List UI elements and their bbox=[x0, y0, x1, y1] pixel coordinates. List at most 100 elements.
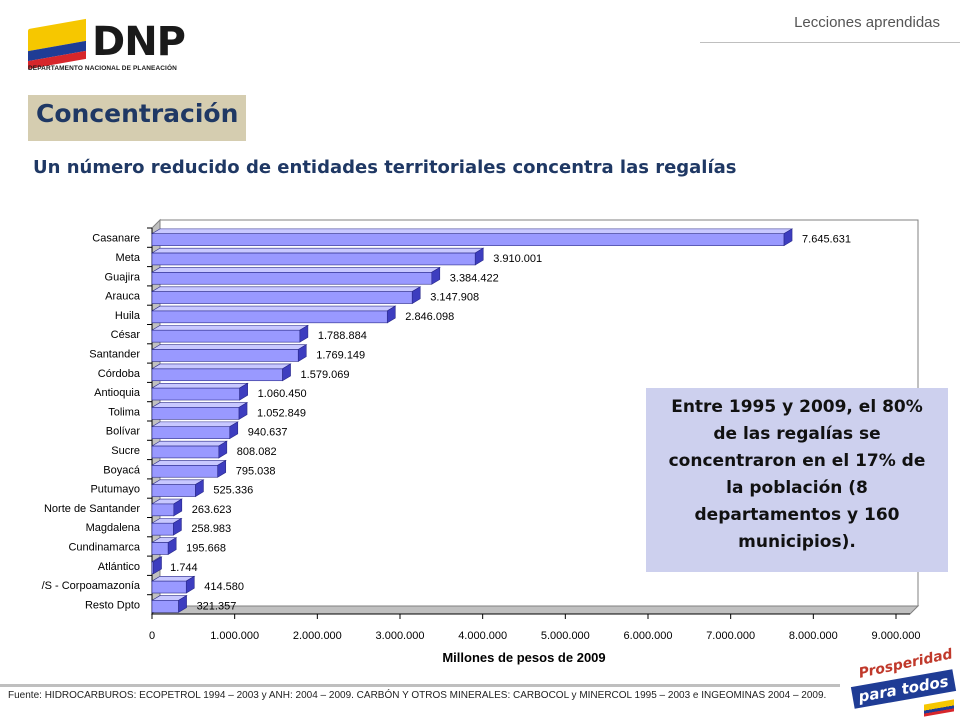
category-label: Boyacá bbox=[103, 464, 141, 476]
value-label: 7.645.631 bbox=[802, 234, 851, 246]
bar-face bbox=[151, 600, 179, 613]
category-label: César bbox=[111, 329, 141, 341]
x-tick-label: 7.000.000 bbox=[706, 630, 755, 642]
callout-box: Entre 1995 y 2009, el 80% de las regalía… bbox=[646, 388, 948, 572]
value-label: 3.910.001 bbox=[493, 253, 542, 265]
value-label: 263.623 bbox=[192, 504, 232, 516]
bar-side bbox=[431, 266, 441, 285]
value-label: 1.052.849 bbox=[257, 407, 306, 419]
bar-face bbox=[151, 445, 220, 459]
x-tick-label: 4.000.000 bbox=[458, 630, 507, 642]
value-label: 1.769.149 bbox=[316, 349, 365, 361]
bar-top bbox=[150, 402, 249, 408]
category-label: Arauca bbox=[105, 291, 141, 303]
footer-source: Fuente: HIDROCARBUROS: ECOPETROL 1994 – … bbox=[8, 690, 827, 701]
bar-side bbox=[153, 556, 162, 575]
bar-top bbox=[150, 247, 485, 254]
bar-side bbox=[229, 421, 239, 440]
category-label: Córdoba bbox=[98, 368, 141, 380]
x-tick-label: 6.000.000 bbox=[624, 630, 673, 642]
bar-face bbox=[151, 464, 219, 478]
bar-16 bbox=[150, 537, 178, 555]
chart-bars bbox=[150, 228, 794, 613]
bar-face bbox=[151, 522, 174, 536]
bar-side bbox=[218, 440, 228, 459]
chart-floor bbox=[150, 605, 920, 615]
bar-side bbox=[411, 286, 421, 305]
bar-side bbox=[178, 595, 187, 613]
bar-side bbox=[297, 344, 307, 362]
bar-side bbox=[299, 324, 309, 343]
bar-side bbox=[173, 517, 182, 536]
bar-top bbox=[150, 382, 249, 389]
section-label: Lecciones aprendidas bbox=[794, 14, 940, 31]
x-tick-labels: 0 1.000.000 2.000.000 3.000.000 4.000.000 5.0… bbox=[149, 614, 921, 642]
category-label: Putumayo bbox=[90, 484, 140, 496]
x-tick-label: 0 bbox=[149, 630, 155, 642]
category-label: Meta bbox=[116, 252, 141, 264]
bar-12 bbox=[150, 459, 227, 478]
category-label: Antioquia bbox=[94, 387, 141, 399]
x-tick-label: 8.000.000 bbox=[789, 630, 838, 642]
category-label: Bolívar bbox=[106, 426, 141, 438]
header-divider bbox=[700, 42, 960, 43]
bar-18 bbox=[150, 575, 196, 594]
x-tick-label: 1.000.000 bbox=[210, 630, 259, 642]
x-tick-label: 2.000.000 bbox=[293, 630, 342, 642]
bar-4 bbox=[150, 305, 397, 324]
bar-top bbox=[150, 421, 239, 427]
bar-3 bbox=[150, 286, 422, 305]
bar-side bbox=[282, 363, 291, 382]
value-label: 3.147.908 bbox=[430, 292, 479, 304]
x-axis-title: Millones de pesos de 2009 bbox=[442, 650, 605, 665]
bar-face bbox=[151, 580, 187, 594]
bar-5 bbox=[150, 324, 309, 343]
bar-9 bbox=[150, 402, 249, 420]
bar-face bbox=[151, 329, 301, 343]
bar-side bbox=[195, 479, 204, 498]
bar-side bbox=[474, 247, 484, 266]
bar-7 bbox=[150, 363, 292, 382]
x-tick-label: 9.000.000 bbox=[872, 630, 921, 642]
category-label: Guajira bbox=[105, 271, 141, 283]
value-label: 321.357 bbox=[197, 600, 237, 612]
bar-15 bbox=[150, 517, 183, 536]
value-label: 258.983 bbox=[191, 523, 231, 535]
value-label: 195.668 bbox=[186, 542, 226, 554]
title-box: Concentración bbox=[28, 95, 246, 141]
bar-top bbox=[150, 460, 227, 466]
category-label: Resto Dpto bbox=[85, 599, 140, 611]
bar-face bbox=[151, 349, 299, 362]
category-label: /S - Corpoamazonía bbox=[42, 580, 141, 592]
callout-text: Entre 1995 y 2009, el 80% de las regalía… bbox=[668, 397, 926, 552]
value-label: 1.060.450 bbox=[258, 388, 307, 400]
bar-face bbox=[151, 542, 169, 555]
bar-face bbox=[151, 503, 175, 517]
prosperidad-logo: Prosperidad para todos bbox=[850, 646, 957, 717]
bar-top bbox=[150, 363, 292, 370]
value-label: 525.336 bbox=[213, 485, 253, 497]
bar-10 bbox=[150, 421, 239, 440]
category-label: Huila bbox=[115, 310, 141, 322]
category-label: Casanare bbox=[92, 233, 140, 245]
value-label: 2.846.098 bbox=[405, 311, 454, 323]
category-label: Santander bbox=[89, 348, 140, 360]
bar-1 bbox=[150, 247, 485, 266]
x-tick-label: 3.000.000 bbox=[376, 630, 425, 642]
bar-face bbox=[151, 368, 283, 382]
bar-face bbox=[151, 291, 413, 304]
logo-text: DNP bbox=[92, 19, 186, 65]
category-labels: Casanare Meta Guajira Arauca Huila César Santa… bbox=[42, 227, 152, 611]
bar-face bbox=[151, 252, 476, 266]
bar-6 bbox=[150, 344, 308, 362]
x-tick-label: 5.000.000 bbox=[541, 630, 590, 642]
bar-face bbox=[151, 484, 196, 497]
footer-divider bbox=[0, 684, 840, 687]
regalias-bar-chart: Casanare Meta Guajira Arauca Huila César Santa… bbox=[42, 218, 921, 665]
value-label: 795.038 bbox=[236, 465, 276, 477]
bar-side bbox=[173, 498, 183, 517]
bar-side bbox=[217, 459, 227, 478]
bar-top bbox=[150, 440, 228, 447]
bar-side bbox=[167, 537, 177, 555]
category-label: Sucre bbox=[111, 445, 140, 457]
